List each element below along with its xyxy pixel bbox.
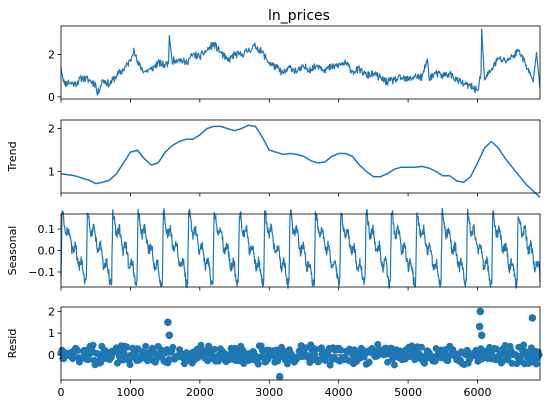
panel-resid: 0 1 2 Resid xyxy=(6,305,543,384)
panel-seasonal: 0.1 0.0 −0.1 Seasonal xyxy=(6,208,541,291)
resid-outlier-point xyxy=(475,322,484,331)
resid-point xyxy=(126,361,134,369)
resid-point xyxy=(204,357,212,365)
resid-outlier-point xyxy=(528,314,537,322)
resid-outlier-point xyxy=(476,307,485,316)
x-tick-label: 3000 xyxy=(255,386,283,399)
resid-point xyxy=(169,343,177,351)
resid-point xyxy=(69,355,77,363)
resid-point xyxy=(84,356,92,364)
y-tick-label-observed: 2 xyxy=(48,49,55,62)
x-tick-label: 2000 xyxy=(186,386,214,399)
resid-outlier-point xyxy=(164,318,172,327)
resid-outlier-point xyxy=(477,331,486,340)
resid-point xyxy=(418,343,426,351)
resid-point xyxy=(205,342,213,350)
resid-point xyxy=(532,360,540,368)
y-tick-label-trend: 2 xyxy=(48,123,55,136)
axes-frame-resid xyxy=(60,306,541,381)
resid-point xyxy=(254,360,262,368)
series-line-observed xyxy=(60,28,541,96)
resid-point xyxy=(535,351,543,359)
resid-point xyxy=(365,358,373,366)
y-tick-label-resid: 0 xyxy=(48,349,55,362)
panel-trend: 1 2 Trend xyxy=(6,119,541,198)
resid-point xyxy=(318,344,325,352)
resid-point xyxy=(142,342,150,350)
y-axis-label-seasonal: Seasonal xyxy=(6,226,19,276)
resid-point xyxy=(123,343,131,351)
resid-point xyxy=(520,341,528,349)
x-tick-label: 0 xyxy=(58,386,65,399)
resid-outlier-point xyxy=(165,331,174,340)
resid-point xyxy=(492,345,500,353)
resid-point xyxy=(463,346,471,354)
x-tick-label: 1000 xyxy=(116,386,144,399)
x-tick-label: 5000 xyxy=(394,386,422,399)
resid-point xyxy=(89,341,97,349)
resid-point xyxy=(326,361,334,369)
y-tick-label-resid: 1 xyxy=(48,327,55,340)
figure-title: ln_prices xyxy=(268,8,330,24)
axes-frame-seasonal xyxy=(60,213,541,288)
y-tick-label-seasonal: 0.1 xyxy=(38,223,56,236)
resid-outlier-point xyxy=(275,372,284,381)
y-tick-label-observed: 0 xyxy=(48,91,55,104)
resid-point xyxy=(321,357,329,364)
axes-frame-observed xyxy=(60,25,541,100)
resid-point xyxy=(180,360,188,368)
resid-points xyxy=(57,307,543,381)
x-tick-label: 4000 xyxy=(325,386,353,399)
resid-point xyxy=(324,351,332,359)
panel-observed: 02 xyxy=(48,25,541,104)
resid-point xyxy=(283,360,291,368)
y-tick-label-seasonal: −0.1 xyxy=(28,266,55,279)
series-line-trend xyxy=(60,124,541,198)
x-tick-label: 6000 xyxy=(464,386,492,399)
axes-frame-trend xyxy=(60,119,541,194)
y-axis-label-resid: Resid xyxy=(6,329,19,359)
y-tick-label-seasonal: 0.0 xyxy=(38,245,56,258)
y-tick-label-trend: 1 xyxy=(48,166,55,179)
resid-point xyxy=(374,340,382,348)
resid-point xyxy=(74,347,81,354)
resid-point xyxy=(390,361,398,369)
resid-point xyxy=(94,350,102,358)
series-line-seasonal xyxy=(60,208,541,289)
resid-point xyxy=(337,346,345,354)
y-tick-label-resid: 2 xyxy=(48,305,55,318)
resid-point xyxy=(517,352,525,360)
resid-point xyxy=(211,345,219,353)
y-axis-label-trend: Trend xyxy=(6,141,19,172)
